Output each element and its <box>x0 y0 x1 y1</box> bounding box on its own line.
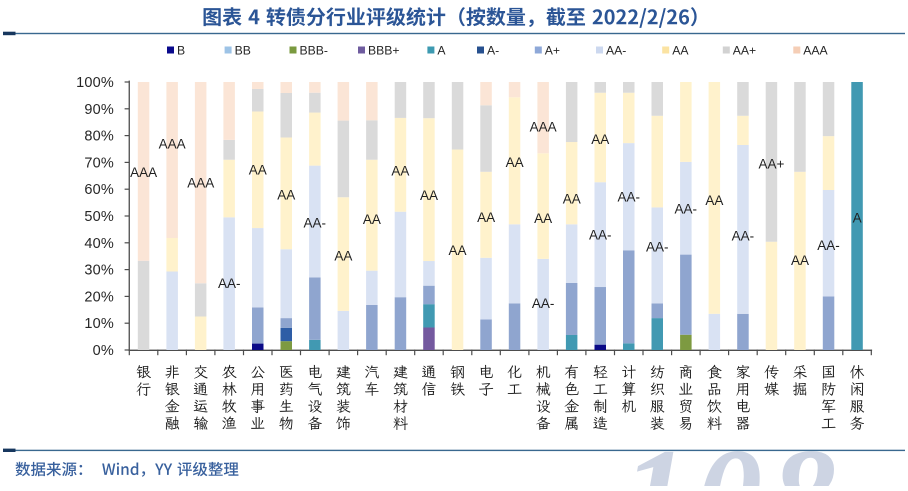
svg-text:AAA: AAA <box>130 165 157 180</box>
svg-text:AA: AA <box>791 253 809 268</box>
svg-text:AA: AA <box>391 163 409 178</box>
svg-text:AAA: AAA <box>187 176 214 191</box>
svg-text:10%: 10% <box>84 316 114 332</box>
svg-text:AA: AA <box>249 162 267 177</box>
svg-text:AA: AA <box>672 43 689 57</box>
svg-text:AA-: AA- <box>817 238 840 253</box>
svg-text:AA: AA <box>705 193 723 208</box>
svg-text:30%: 30% <box>84 263 114 279</box>
svg-text:0%: 0% <box>93 343 114 359</box>
svg-text:AA: AA <box>534 211 552 226</box>
svg-text:AA-: AA- <box>675 202 698 217</box>
svg-text:AA-: AA- <box>304 215 327 230</box>
svg-text:AA: AA <box>420 188 438 203</box>
svg-text:100%: 100% <box>76 75 114 91</box>
svg-text:AA-: AA- <box>606 43 626 57</box>
svg-text:AA-: AA- <box>589 227 612 242</box>
svg-text:AA: AA <box>563 192 581 207</box>
svg-text:AA-: AA- <box>618 190 641 205</box>
svg-text:108: 108 <box>622 421 844 486</box>
svg-text:AAA: AAA <box>159 136 186 151</box>
svg-text:AA: AA <box>277 188 295 203</box>
svg-text:A-: A- <box>487 43 499 57</box>
svg-text:AA: AA <box>591 132 609 147</box>
svg-text:B: B <box>177 43 185 57</box>
svg-text:70%: 70% <box>84 155 114 171</box>
svg-text:BBB+: BBB+ <box>368 43 400 57</box>
svg-text:90%: 90% <box>84 102 114 118</box>
svg-text:AA-: AA- <box>732 229 755 244</box>
svg-text:AA-: AA- <box>218 276 241 291</box>
svg-text:AA: AA <box>334 248 352 263</box>
svg-text:40%: 40% <box>84 236 114 252</box>
svg-text:AAA: AAA <box>803 43 828 57</box>
svg-text:A: A <box>853 211 862 226</box>
svg-text:60%: 60% <box>84 182 114 198</box>
svg-text:20%: 20% <box>84 289 114 305</box>
svg-text:AA: AA <box>448 243 466 258</box>
svg-text:BB: BB <box>235 43 251 57</box>
svg-text:BBB-: BBB- <box>300 43 328 57</box>
svg-text:AA: AA <box>363 212 381 227</box>
svg-text:AA: AA <box>506 155 524 170</box>
svg-text:AA: AA <box>477 210 495 225</box>
svg-text:AAA: AAA <box>530 119 557 134</box>
svg-text:AA+: AA+ <box>733 43 756 57</box>
svg-text:AA-: AA- <box>532 296 555 311</box>
svg-text:50%: 50% <box>84 209 114 225</box>
svg-text:AA-: AA- <box>646 240 669 255</box>
svg-text:A: A <box>437 43 446 57</box>
svg-text:A+: A+ <box>545 43 560 57</box>
svg-text:AA+: AA+ <box>759 156 785 171</box>
svg-text:80%: 80% <box>84 129 114 145</box>
